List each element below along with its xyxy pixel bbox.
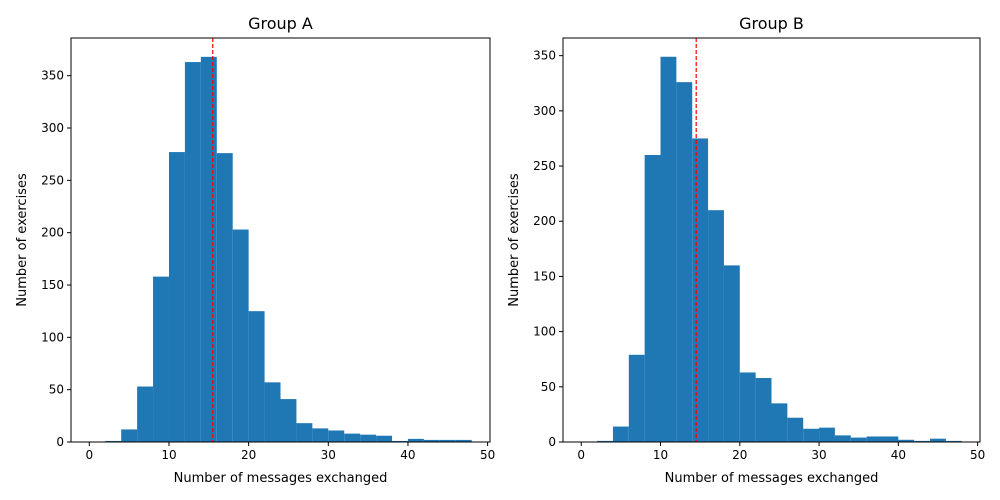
histogram-bar bbox=[597, 440, 613, 442]
histogram-bar bbox=[328, 430, 345, 442]
histogram-bar bbox=[392, 440, 408, 442]
y-tick-label: 300 bbox=[533, 104, 556, 118]
histogram-bar bbox=[676, 82, 693, 442]
x-tick-label: 40 bbox=[400, 448, 415, 462]
histogram-bar bbox=[930, 438, 946, 442]
histogram-bar bbox=[168, 152, 185, 443]
histogram-bar bbox=[184, 62, 201, 442]
histogram-bar bbox=[105, 440, 122, 442]
y-axis-label: Number of exercises bbox=[507, 173, 522, 307]
x-tick-label: 50 bbox=[970, 448, 985, 462]
histogram-bar bbox=[153, 276, 169, 442]
histogram-bar bbox=[137, 386, 154, 442]
y-tick-label: 100 bbox=[533, 325, 556, 339]
histogram-bar bbox=[771, 403, 788, 442]
histogram-bar bbox=[612, 426, 629, 442]
histogram-bar bbox=[439, 439, 456, 442]
histogram-bar bbox=[898, 439, 915, 442]
y-tick-label: 0 bbox=[56, 435, 64, 449]
y-tick-label: 50 bbox=[541, 380, 556, 394]
y-axis-label: Number of exercises bbox=[15, 173, 30, 307]
histogram-bar bbox=[755, 377, 772, 442]
histogram-bar bbox=[216, 153, 233, 443]
histogram-bar bbox=[850, 437, 867, 442]
histogram-bar bbox=[248, 311, 265, 442]
histogram-bar bbox=[360, 434, 377, 442]
chart-title: Group B bbox=[739, 14, 804, 33]
histogram-bar bbox=[945, 440, 962, 442]
x-tick-label: 30 bbox=[811, 448, 826, 462]
histogram-bar bbox=[407, 438, 424, 442]
y-tick-label: 350 bbox=[41, 69, 64, 83]
x-tick-label: 50 bbox=[480, 448, 495, 462]
histogram-bar bbox=[739, 372, 756, 442]
histogram-bar bbox=[787, 417, 804, 442]
x-tick-label: 0 bbox=[577, 448, 585, 462]
histogram-bar bbox=[834, 435, 851, 442]
x-tick-label: 40 bbox=[891, 448, 906, 462]
histogram-bar bbox=[264, 382, 281, 442]
histogram-bar bbox=[376, 435, 393, 442]
y-tick-label: 300 bbox=[41, 121, 64, 135]
x-tick-label: 10 bbox=[161, 448, 176, 462]
y-axis-ticks: 0 50 100 150 200 250 300 350 bbox=[533, 49, 563, 449]
x-tick-label: 30 bbox=[321, 448, 336, 462]
histogram-bar bbox=[866, 436, 883, 442]
histogram-bar bbox=[232, 229, 249, 442]
y-axis-ticks: 0 50 100 150 200 250 300 350 bbox=[41, 69, 71, 449]
histogram-bar bbox=[455, 439, 472, 442]
x-tick-label: 20 bbox=[732, 448, 747, 462]
y-tick-label: 0 bbox=[548, 435, 556, 449]
x-tick-label: 0 bbox=[86, 448, 94, 462]
histogram-bar bbox=[708, 210, 724, 442]
y-tick-label: 200 bbox=[41, 226, 64, 240]
y-tick-label: 350 bbox=[533, 49, 556, 63]
x-axis-ticks: 0 10 20 30 40 50 bbox=[577, 442, 985, 462]
histogram-bar bbox=[296, 423, 313, 442]
histogram-bar bbox=[819, 427, 835, 442]
y-tick-label: 250 bbox=[533, 159, 556, 173]
plot-frame bbox=[70, 37, 491, 443]
y-tick-label: 50 bbox=[49, 383, 64, 397]
panel-group-a: 0 10 20 30 40 50 0 50 100 150 200 250 300 350 Group … bbox=[15, 14, 495, 486]
histogram-bar bbox=[803, 428, 820, 442]
x-axis-ticks: 0 10 20 30 40 50 bbox=[86, 442, 495, 462]
histogram-bar bbox=[628, 354, 645, 442]
histogram-bar bbox=[723, 265, 740, 442]
histogram-bar bbox=[200, 56, 217, 442]
histogram-bar bbox=[660, 56, 677, 443]
x-axis-label: Number of messages exchanged bbox=[174, 471, 388, 486]
y-tick-label: 150 bbox=[41, 278, 64, 292]
panel-group-b: 0 10 20 30 40 50 0 50 100 150 200 250 300 350 Group … bbox=[507, 14, 985, 486]
histogram-bar bbox=[882, 436, 899, 442]
histogram-bar bbox=[644, 155, 661, 442]
histogram-bar bbox=[312, 428, 329, 442]
y-tick-label: 150 bbox=[533, 269, 556, 283]
histogram-bar bbox=[914, 440, 931, 442]
histogram-bar bbox=[423, 439, 440, 442]
plot-frame bbox=[562, 37, 981, 443]
x-tick-label: 10 bbox=[653, 448, 668, 462]
chart-title: Group A bbox=[248, 14, 313, 33]
y-tick-label: 100 bbox=[41, 330, 64, 344]
x-axis-label: Number of messages exchanged bbox=[665, 471, 879, 486]
histogram-bar bbox=[121, 429, 138, 442]
y-tick-label: 250 bbox=[41, 173, 64, 187]
histogram-bar bbox=[280, 399, 297, 442]
y-tick-label: 200 bbox=[533, 214, 556, 228]
histogram-bar bbox=[692, 138, 709, 442]
histogram-bar bbox=[344, 433, 361, 442]
x-tick-label: 20 bbox=[241, 448, 256, 462]
